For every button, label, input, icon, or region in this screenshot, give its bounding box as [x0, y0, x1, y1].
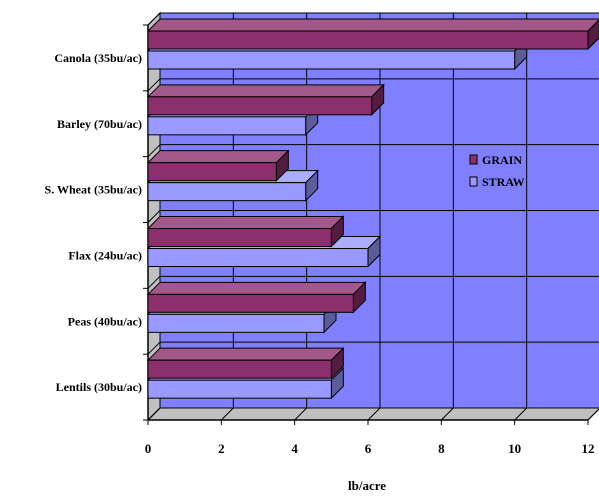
floor-gridline: [294, 407, 308, 421]
bar-grain: [146, 83, 385, 117]
axes: [143, 24, 589, 425]
x-axis-label: lb/acre: [348, 478, 386, 493]
legend-label: GRAIN: [482, 153, 522, 167]
bar-front-face: [147, 228, 332, 247]
gridlines: [147, 12, 599, 421]
side-gridline: [147, 341, 161, 355]
y-tick-labels: Canola (35bu/ac) Barley (70bu/ac) S. Wheat…: [45, 51, 142, 394]
floor-gridline: [514, 407, 528, 421]
legend-swatch: [469, 154, 478, 165]
side-gridline: [147, 12, 161, 26]
side-gridline: [147, 407, 161, 421]
bar-top-face: [146, 84, 385, 98]
y-tick-label: Flax (24bu/ac): [68, 248, 142, 262]
bar-front-face: [147, 293, 354, 313]
side-gridline: [147, 210, 161, 223]
bar-front-face: [147, 30, 589, 50]
x-tick-label: 2: [218, 441, 225, 456]
x-tick-label: 4: [291, 441, 298, 456]
x-tick-label: 6: [365, 441, 372, 456]
bar-top-face: [146, 216, 345, 229]
bar-front-face: [147, 248, 369, 267]
bar-grain: [146, 18, 599, 51]
bar-grain: [146, 215, 345, 248]
bar-front-face: [147, 50, 516, 70]
y-tick-label: Peas (40bu/ac): [68, 314, 142, 328]
legend: GRAIN STRAW: [469, 153, 525, 189]
bar-front-face: [147, 96, 373, 116]
bar-front-face: [147, 182, 307, 202]
y-tick-label: Barley (70bu/ac): [57, 117, 142, 131]
floor-gridline: [587, 408, 599, 421]
bar-front-face: [147, 379, 332, 399]
bar-front-face: [147, 359, 332, 379]
y-tick-label: Lentils (30bu/ac): [56, 380, 142, 394]
bars: [146, 18, 599, 400]
legend-label: STRAW: [482, 175, 525, 189]
bar-front-face: [147, 116, 307, 136]
x-tick-labels: 0 2 4 6 8 10 12: [145, 441, 595, 456]
bar-top-face: [146, 281, 367, 295]
legend-swatch: [469, 176, 478, 187]
x-tick-label: 10: [508, 441, 521, 456]
floor-gridline: [220, 407, 234, 421]
x-tick-label: 8: [438, 441, 445, 456]
floor-gridline: [440, 407, 454, 421]
bar-front-face: [147, 162, 277, 182]
bar-grain: [146, 149, 290, 182]
x-tick-label: 0: [145, 441, 152, 456]
side-gridline: [147, 78, 161, 92]
y-tick-label: S. Wheat (35bu/ac): [45, 183, 142, 197]
bar-top-face: [146, 150, 290, 164]
bar-grain: [146, 281, 367, 314]
y-tick-label: Canola (35bu/ac): [54, 51, 142, 65]
bar-top-face: [146, 18, 599, 32]
bar-front-face: [147, 313, 325, 333]
bar-top-face: [146, 347, 345, 361]
bar-grain: [146, 346, 345, 380]
side-gridline: [147, 144, 161, 158]
x-tick-label: 12: [582, 441, 595, 456]
floor-gridline: [367, 407, 381, 421]
side-gridline: [147, 275, 161, 289]
